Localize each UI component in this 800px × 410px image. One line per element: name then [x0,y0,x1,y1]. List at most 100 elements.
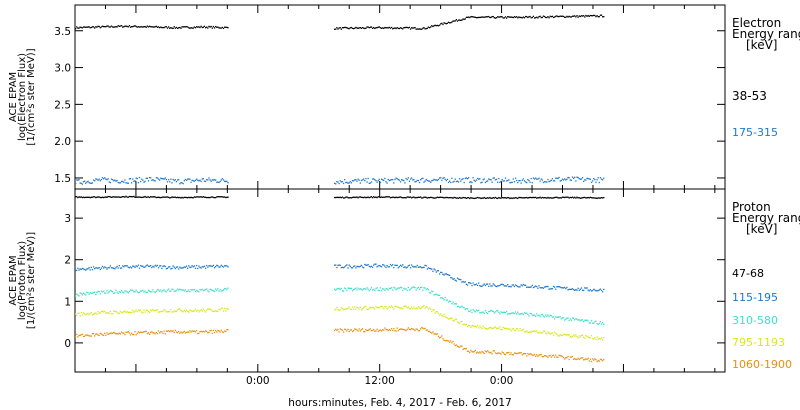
electron-point [452,20,454,22]
proton-point [535,315,537,317]
proton-point [384,289,386,291]
proton-point [521,329,523,331]
proton-point [474,325,476,327]
proton-point [513,285,516,288]
proton-point [536,197,538,199]
proton-point [548,197,550,199]
proton-point [137,331,140,333]
electron-point [526,181,528,184]
proton-point [151,196,153,198]
proton-point [347,267,349,269]
proton-point [433,268,435,270]
proton-point [333,309,336,311]
proton-point [160,331,162,333]
electron-point [511,16,513,19]
proton-point [549,288,551,290]
proton-point [86,268,88,270]
proton-point [479,284,481,287]
proton-point [172,288,174,291]
proton-point [569,356,571,358]
electron-point [181,182,183,184]
electron-point [367,26,369,28]
proton-point [485,283,488,285]
proton-point [221,196,224,198]
proton-point [484,197,487,200]
electron-point [216,181,218,183]
proton-point [513,329,516,331]
electron-point [423,27,425,29]
electron-point [547,16,549,18]
x-tick-label: 0:00 [490,375,514,387]
electron-point [553,16,556,18]
proton-point [165,268,168,270]
electron-point [119,182,122,184]
proton-point [219,331,221,333]
proton-point [190,309,192,312]
proton-point [433,197,435,199]
proton-point [198,332,200,335]
electron-point [132,178,134,180]
proton-point [154,309,156,312]
proton-point [530,353,532,355]
proton-point [446,273,449,276]
electron-point [204,180,207,183]
proton-point [436,311,439,313]
proton-point [478,352,480,354]
proton-point [132,196,134,198]
proton-point [197,290,199,292]
proton-point [432,309,434,311]
proton-point [588,290,590,292]
electron-point [333,28,336,30]
electron-point [75,27,77,30]
proton-point [173,196,175,198]
electron-point [535,177,537,179]
proton-point [213,290,216,292]
proton-point [144,290,146,292]
proton-point [598,197,600,199]
electron-point [203,25,206,27]
proton-point [109,332,112,334]
proton-point [124,196,126,198]
electron-point [223,26,226,28]
proton-point [124,290,126,292]
proton-point [514,329,517,332]
proton-point [493,197,495,199]
proton-point [144,311,146,313]
proton-point [470,309,472,311]
proton-point [187,310,189,313]
proton-point [134,331,136,333]
proton-point [358,328,360,330]
proton-point [211,289,213,292]
proton-point [77,267,79,269]
proton-point [472,351,474,353]
proton-point [529,312,531,315]
proton-point [543,355,546,357]
electron-point [407,27,409,29]
electron-point [537,178,539,180]
electron-point [396,26,398,29]
electron-point [539,180,541,182]
electron-point [406,26,408,29]
proton-point [162,196,164,198]
proton-point [120,290,123,292]
proton-point [337,309,339,311]
electron-point [117,181,119,184]
proton-point [197,196,199,198]
proton-point [476,310,479,312]
proton-point [416,307,418,310]
proton-point [493,312,495,314]
proton-point [553,331,556,333]
proton-point [378,329,380,332]
proton-point [503,197,506,199]
proton-point [90,292,92,295]
proton-point [354,328,356,330]
proton-point [501,196,503,199]
proton-point [227,266,229,268]
electron-point [590,181,593,184]
proton-point [557,197,559,199]
proton-point [383,329,385,331]
proton-point [519,286,521,288]
proton-series-795-1193 [75,305,605,341]
proton-point [542,315,545,317]
proton-point [333,329,336,332]
